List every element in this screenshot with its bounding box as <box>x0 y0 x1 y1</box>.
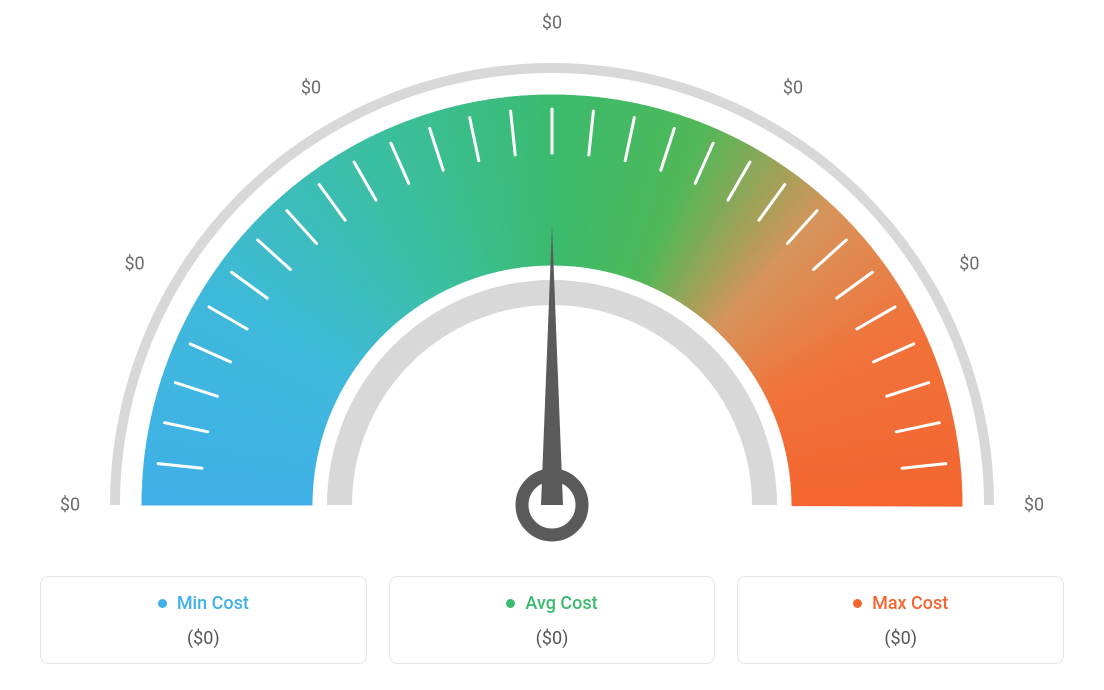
legend-title-min: Min Cost <box>158 593 249 614</box>
gauge-axis-label: $0 <box>783 77 803 98</box>
legend-row: Min Cost ($0) Avg Cost ($0) Max Cost ($0… <box>40 576 1064 664</box>
legend-label: Max Cost <box>872 593 948 614</box>
legend-card-max: Max Cost ($0) <box>737 576 1064 664</box>
gauge-svg <box>0 0 1104 560</box>
gauge-axis-label: $0 <box>959 254 979 275</box>
legend-value: ($0) <box>400 628 705 649</box>
gauge-axis-label: $0 <box>60 495 80 516</box>
legend-value: ($0) <box>748 628 1053 649</box>
gauge-axis-label: $0 <box>1024 495 1044 516</box>
dot-icon <box>853 599 862 608</box>
legend-label: Min Cost <box>177 593 249 614</box>
gauge-axis-label: $0 <box>301 77 321 98</box>
legend-card-min: Min Cost ($0) <box>40 576 367 664</box>
legend-title-max: Max Cost <box>853 593 948 614</box>
gauge-chart: $0 $0 $0 $0 $0 $0 $0 <box>0 0 1104 560</box>
gauge-axis-label: $0 <box>124 254 144 275</box>
legend-title-avg: Avg Cost <box>506 593 597 614</box>
legend-value: ($0) <box>51 628 356 649</box>
legend-label: Avg Cost <box>525 593 597 614</box>
gauge-axis-label: $0 <box>542 13 562 34</box>
dot-icon <box>506 599 515 608</box>
dot-icon <box>158 599 167 608</box>
legend-card-avg: Avg Cost ($0) <box>389 576 716 664</box>
